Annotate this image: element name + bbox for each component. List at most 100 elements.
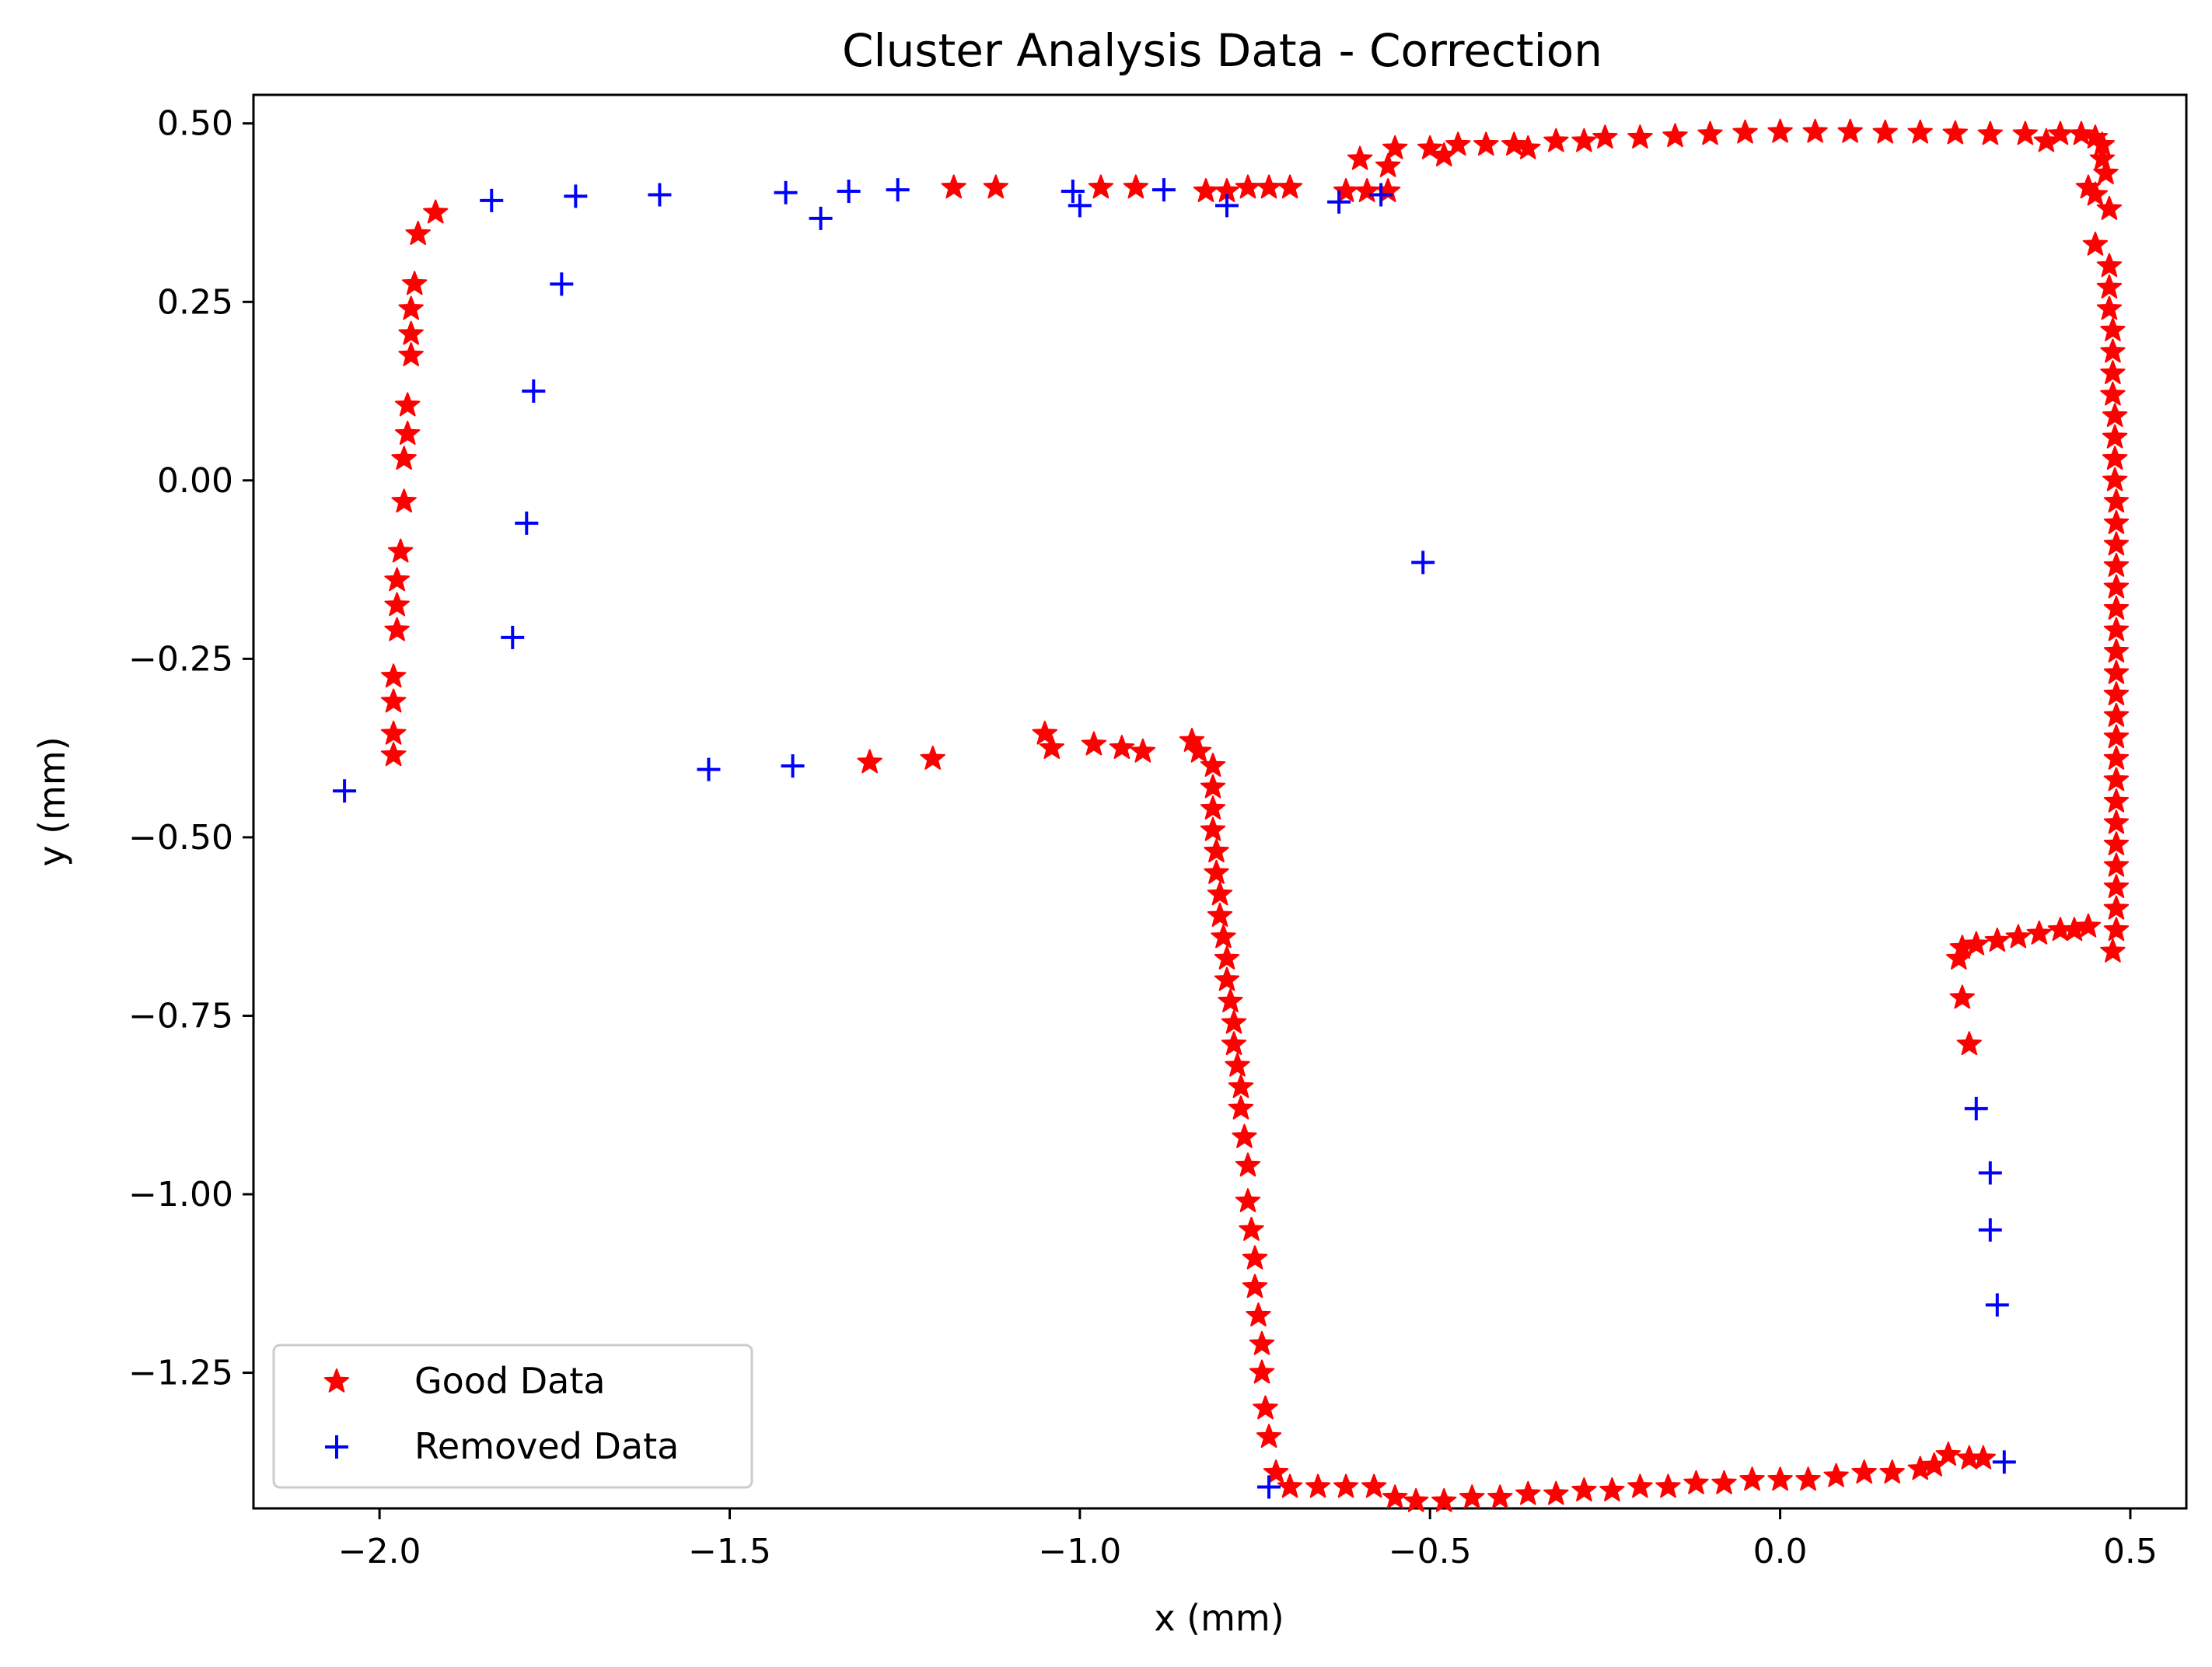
good-data-point bbox=[1235, 174, 1261, 199]
removed-data-point bbox=[333, 779, 357, 803]
y-tick-label: −0.50 bbox=[128, 818, 233, 858]
legend-plus-marker bbox=[325, 1435, 348, 1459]
good-data-point bbox=[2089, 145, 2116, 170]
good-data-point bbox=[1872, 119, 1898, 144]
removed-data-point bbox=[564, 184, 588, 208]
x-tick-label: 0.0 bbox=[1753, 1532, 1808, 1571]
good-data-point bbox=[1375, 178, 1401, 202]
good-data-point bbox=[1088, 174, 1114, 199]
good-data-point bbox=[2100, 938, 2126, 963]
good-data-point bbox=[1249, 1330, 1275, 1355]
legend-removed-data-label: Removed Data bbox=[414, 1425, 679, 1467]
good-data-point bbox=[2096, 195, 2123, 220]
good-data-point bbox=[1417, 135, 1443, 159]
good-data-point bbox=[1767, 118, 1793, 143]
good-data-point bbox=[2103, 596, 2130, 620]
good-data-point bbox=[1235, 1188, 1261, 1213]
x-tick-label: −1.5 bbox=[688, 1532, 771, 1571]
y-axis: 0.50 0.25 0.00 −0.25 −0.50 −0.75 −1.00 −1.25 bbox=[128, 104, 253, 1393]
removed-data-point bbox=[1978, 1218, 2002, 1242]
good-data-point bbox=[2068, 121, 2095, 145]
good-data-point bbox=[1204, 838, 1229, 863]
legend-box bbox=[272, 1344, 753, 1489]
good-data-point bbox=[1949, 984, 1975, 1009]
good-data-point bbox=[1186, 738, 1212, 763]
good-data-point bbox=[983, 174, 1008, 199]
good-data-point bbox=[1802, 118, 1828, 143]
good-data-point bbox=[2096, 274, 2123, 299]
good-data-point bbox=[1305, 1473, 1331, 1498]
y-tick-label: −0.25 bbox=[128, 639, 233, 679]
good-data-point bbox=[398, 342, 424, 367]
good-data-point bbox=[1949, 935, 1975, 959]
removed-data-point bbox=[809, 206, 833, 230]
good-data-point bbox=[1683, 1470, 1709, 1494]
good-data-point bbox=[1935, 1442, 1961, 1466]
good-data-point bbox=[380, 663, 407, 688]
good-data-point bbox=[1221, 1009, 1247, 1034]
series-layer bbox=[333, 118, 2130, 1512]
good-data-point bbox=[394, 392, 421, 417]
good-data-point bbox=[1256, 174, 1282, 199]
good-data-point bbox=[1984, 928, 2010, 952]
good-data-point bbox=[1823, 1463, 1849, 1487]
good-data-point bbox=[1473, 131, 1499, 156]
good-data-point bbox=[1207, 902, 1233, 927]
good-data-point bbox=[1767, 1466, 1793, 1491]
removed-data-point bbox=[648, 183, 672, 207]
good-data-point bbox=[1515, 135, 1541, 159]
good-data-point bbox=[398, 295, 424, 320]
good-data-point bbox=[2100, 338, 2126, 363]
good-data-point bbox=[1193, 178, 1219, 202]
good-data-point bbox=[1655, 1473, 1681, 1498]
good-data-point bbox=[1956, 1031, 1982, 1056]
good-data-point bbox=[2096, 253, 2123, 278]
x-tick-label: −1.0 bbox=[1038, 1532, 1121, 1571]
good-data-point bbox=[1543, 1480, 1569, 1505]
good-data-point bbox=[1200, 795, 1226, 820]
good-data-point bbox=[2100, 381, 2126, 406]
good-data-point bbox=[1221, 1031, 1247, 1056]
good-data-point bbox=[1732, 119, 1758, 144]
chart-title: Cluster Analysis Data - Correction bbox=[842, 24, 1602, 77]
good-data-point bbox=[1851, 1459, 1877, 1484]
good-data-point bbox=[1277, 1473, 1303, 1498]
good-data-point bbox=[1501, 131, 1527, 156]
good-data-point bbox=[2103, 745, 2130, 770]
good-data-point bbox=[1711, 1470, 1737, 1494]
good-data-point bbox=[1795, 1466, 1821, 1491]
good-data-point bbox=[1200, 753, 1226, 777]
good-data-point bbox=[1697, 121, 1723, 145]
good-data-point bbox=[401, 271, 428, 295]
good-data-point bbox=[2103, 831, 2130, 855]
good-data-point bbox=[2005, 924, 2031, 949]
good-data-point bbox=[2103, 788, 2130, 813]
good-data-point bbox=[1403, 1487, 1429, 1512]
good-data-point bbox=[1347, 145, 1373, 170]
y-tick-label: −1.25 bbox=[128, 1354, 233, 1393]
good-data-point bbox=[1907, 119, 1933, 144]
good-data-point bbox=[1228, 1095, 1254, 1120]
removed-data-point bbox=[1985, 1293, 2009, 1317]
good-data-point bbox=[391, 446, 417, 470]
removed-data-point bbox=[515, 511, 539, 535]
removed-data-point bbox=[1068, 194, 1092, 218]
good-data-point bbox=[1130, 738, 1156, 763]
good-data-point bbox=[2103, 574, 2130, 599]
y-tick-label: 0.50 bbox=[157, 104, 233, 144]
removed-data-point bbox=[480, 188, 504, 212]
good-data-point bbox=[380, 688, 407, 713]
x-tick-label: −2.0 bbox=[338, 1532, 421, 1571]
good-data-point bbox=[1571, 128, 1597, 152]
good-data-point bbox=[1977, 121, 2003, 145]
removed-data-point bbox=[886, 178, 910, 202]
x-tick-label: −0.5 bbox=[1389, 1532, 1472, 1571]
removed-data-point bbox=[550, 272, 574, 296]
good-data-point bbox=[2102, 424, 2128, 449]
good-data-point bbox=[2100, 360, 2126, 384]
good-data-point bbox=[1627, 1473, 1653, 1498]
good-data-point bbox=[2103, 488, 2130, 513]
good-data-point bbox=[1375, 152, 1401, 177]
good-data-point bbox=[1333, 1473, 1359, 1498]
removed-data-point bbox=[1369, 183, 1393, 207]
